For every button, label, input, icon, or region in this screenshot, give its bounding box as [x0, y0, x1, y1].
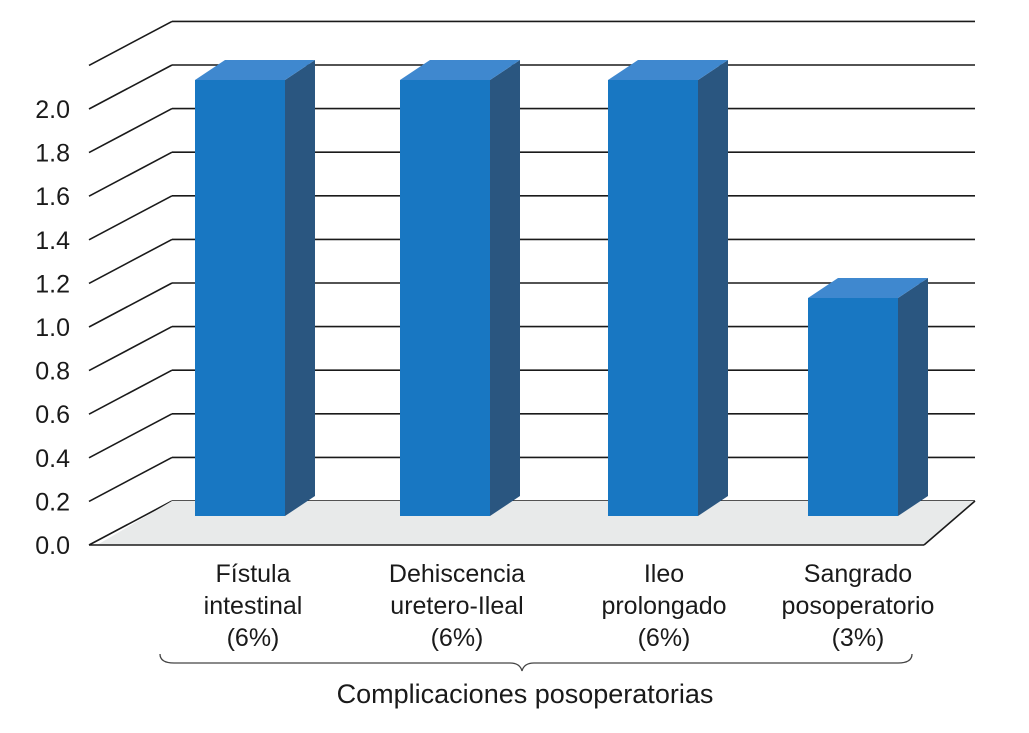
y-axis-ticks: 0.0 0.2 0.4 0.6 0.8 1.0 1.2 1.4 1.6 1.8 2.0 — [35, 96, 70, 560]
gridline-diagonal — [88, 413, 173, 459]
y-tick-label: 2.0 — [35, 96, 70, 124]
bar — [195, 60, 315, 516]
y-tick-label: 0.8 — [35, 358, 70, 386]
bar-front — [808, 298, 898, 516]
bar-top — [400, 60, 520, 80]
bars — [195, 60, 928, 516]
y-tick-label: 1.6 — [35, 183, 70, 211]
bar-top — [608, 60, 728, 80]
gridline-diagonal — [88, 151, 173, 197]
category-label: Dehiscencia uretero-Ileal (6%) — [389, 560, 525, 652]
x-axis-categories: Fístula intestinal (6%) Dehiscencia uretero-… — [204, 560, 935, 652]
y-tick-label: 0.6 — [35, 401, 70, 429]
chart-floor — [89, 500, 976, 546]
y-tick-label: 0.4 — [35, 445, 70, 473]
bar-side — [490, 60, 520, 516]
floor-plane — [97, 501, 975, 545]
bar-front — [195, 80, 285, 516]
bar-side — [698, 60, 728, 516]
x-axis-label: Complicaciones posoperatorias — [337, 679, 714, 709]
floor-edge — [923, 500, 976, 546]
gridline-diagonal — [88, 282, 173, 328]
bar-front — [400, 80, 490, 516]
gridline-diagonal — [88, 107, 173, 154]
category-label: Ileo prolongado (6%) — [601, 560, 726, 652]
bar — [400, 60, 520, 516]
gridline-diagonal — [88, 195, 173, 241]
bar-side — [285, 60, 315, 516]
y-tick-label: 0.0 — [35, 532, 70, 560]
bar-front — [608, 80, 698, 516]
y-tick-label: 1.8 — [35, 140, 70, 168]
gridline-diagonal — [88, 456, 173, 503]
y-tick-label: 0.2 — [35, 488, 70, 516]
bar-side — [898, 278, 928, 516]
bar-top — [808, 278, 928, 298]
gridline-diagonal — [88, 500, 173, 546]
bar-top — [195, 60, 315, 80]
category-label: Sangrado posoperatorio (3%) — [782, 560, 935, 652]
category-brace — [159, 653, 913, 672]
gridline-diagonal — [88, 20, 173, 67]
gridline-diagonal — [88, 325, 173, 372]
gridline-diagonal — [88, 238, 173, 285]
y-tick-label: 1.0 — [35, 314, 70, 342]
bar — [608, 60, 728, 516]
gridline-diagonal — [88, 369, 173, 415]
y-tick-label: 1.2 — [35, 270, 70, 298]
bar — [808, 278, 928, 516]
gridline-diagonal — [88, 64, 173, 110]
category-label: Fístula intestinal (6%) — [204, 560, 303, 652]
y-tick-label: 1.4 — [35, 227, 70, 255]
